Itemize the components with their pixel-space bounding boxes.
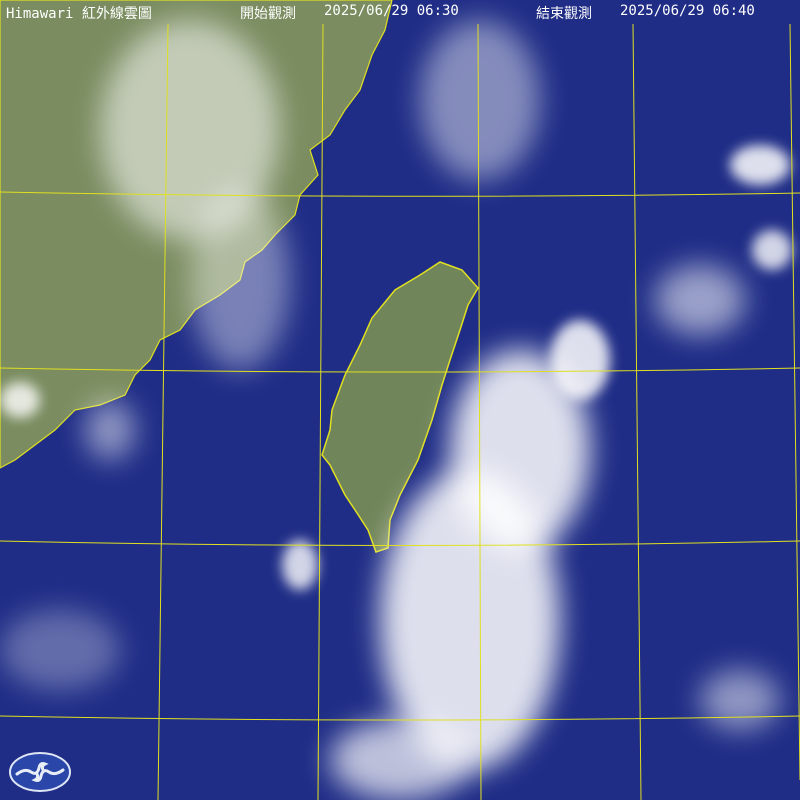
image-title: Himawari 紅外線雲圖 — [6, 6, 152, 22]
weather-bureau-logo-icon — [9, 752, 71, 792]
start-label: 開始觀測 — [240, 6, 296, 22]
taiwan — [321, 261, 479, 553]
lat-lon-grid — [0, 23, 800, 800]
end-label: 結束觀測 — [536, 6, 592, 22]
header-bar: Himawari 紅外線雲圖 開始觀測 2025/06/29 06:30 結束觀… — [0, 0, 800, 24]
start-time: 2025/06/29 06:30 — [324, 3, 459, 19]
end-time: 2025/06/29 06:40 — [620, 3, 755, 19]
